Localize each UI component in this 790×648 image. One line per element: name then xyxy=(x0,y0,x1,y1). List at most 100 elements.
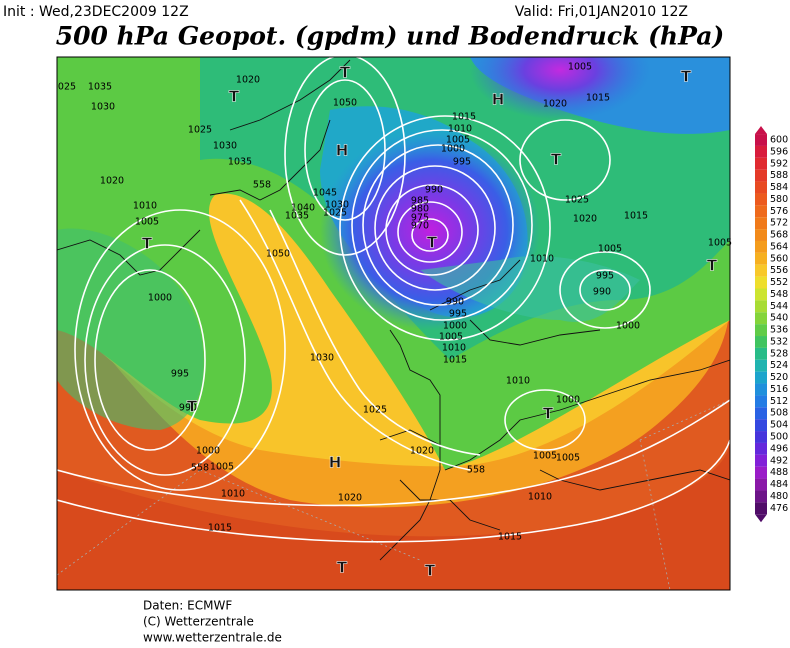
scale-step xyxy=(755,252,767,265)
scale-step xyxy=(755,419,767,432)
map-labels: 1035103002510251020103010351020101010051… xyxy=(58,62,732,580)
scale-step xyxy=(755,217,767,230)
isobar-label: 558 xyxy=(467,465,485,476)
pressure-center: T xyxy=(142,235,153,253)
isobar-label: 1005 xyxy=(568,62,592,73)
scale-label: 504 xyxy=(770,420,788,431)
isobar-label: 558 xyxy=(191,463,209,474)
scale-label: 544 xyxy=(770,301,788,312)
scale-step xyxy=(755,169,767,182)
scale-label: 500 xyxy=(770,432,788,443)
isobar-label: 995 xyxy=(449,309,467,320)
pressure-center: T xyxy=(340,64,351,82)
isobar-label: 1000 xyxy=(148,293,172,304)
pressure-center: T xyxy=(543,405,554,423)
color-scale: 6005965925885845805765725685645605565525… xyxy=(755,126,788,523)
isobar-label: 975 xyxy=(411,213,429,224)
isobar-label: 558 xyxy=(253,180,271,191)
scale-step xyxy=(755,466,767,479)
scale-label: 484 xyxy=(770,479,788,490)
footer-url: www.wetterzentrale.de xyxy=(143,631,282,645)
scale-step xyxy=(755,407,767,420)
scale-label: 548 xyxy=(770,289,788,300)
isobar-label: 025 xyxy=(58,82,76,93)
scale-step xyxy=(755,454,767,467)
pressure-center: T xyxy=(707,257,718,275)
isobar-label: 1020 xyxy=(410,446,434,457)
scale-step xyxy=(755,288,767,301)
isobar-label: 1000 xyxy=(441,144,465,155)
pressure-center: H xyxy=(336,142,349,160)
scale-label: 476 xyxy=(770,503,788,514)
isobar-label: 1030 xyxy=(91,102,115,113)
scale-step xyxy=(755,347,767,360)
scale-label: 568 xyxy=(770,230,788,241)
scale-label: 524 xyxy=(770,360,788,371)
isobar-label: 1050 xyxy=(333,98,357,109)
isobar-label: 1015 xyxy=(452,112,476,123)
isobar-label: 1015 xyxy=(624,211,648,222)
scale-label: 580 xyxy=(770,194,788,205)
footer-source: Daten: ECMWF xyxy=(143,599,232,613)
scale-step xyxy=(755,395,767,408)
isobar-label: 1010 xyxy=(221,489,245,500)
pressure-center: T xyxy=(229,88,240,106)
scale-label: 592 xyxy=(770,158,788,169)
scale-step xyxy=(755,193,767,206)
scale-label: 540 xyxy=(770,313,788,324)
pressure-center: H xyxy=(329,454,342,472)
scale-label: 552 xyxy=(770,277,788,288)
isobar-label: 1015 xyxy=(498,532,522,543)
isobars xyxy=(57,57,730,543)
scale-label: 560 xyxy=(770,253,788,264)
scale-label: 576 xyxy=(770,206,788,217)
scale-label: 520 xyxy=(770,372,788,383)
isobar-label: 1005 xyxy=(210,462,234,473)
pressure-center: T xyxy=(551,151,562,169)
isobar-label: 1005 xyxy=(439,332,463,343)
scale-step xyxy=(755,181,767,194)
scale-step xyxy=(755,276,767,289)
scale-label: 556 xyxy=(770,265,788,276)
map-frame xyxy=(56,56,731,591)
isobar-label: 1050 xyxy=(266,249,290,260)
isobar-label: 1005 xyxy=(446,135,470,146)
scale-step xyxy=(755,490,767,503)
field-scand xyxy=(420,256,640,322)
scale-label: 488 xyxy=(770,467,788,478)
scale-label: 564 xyxy=(770,241,788,252)
isobar-label: 1040 xyxy=(291,203,315,214)
scale-step xyxy=(755,157,767,170)
scale-tip-top xyxy=(755,126,767,135)
scale-label: 508 xyxy=(770,408,788,419)
isobar-label: 1000 xyxy=(616,321,640,332)
scale-label: 572 xyxy=(770,218,788,229)
isobar-label: 1020 xyxy=(543,99,567,110)
isobar-label: 1025 xyxy=(188,125,212,136)
scale-step xyxy=(755,312,767,325)
pressure-center: T xyxy=(681,68,692,86)
isobar-label: 1005 xyxy=(708,238,732,249)
isobar-label: 1025 xyxy=(363,405,387,416)
scale-step xyxy=(755,431,767,443)
scale-step xyxy=(755,205,767,218)
isobar-label: 995 xyxy=(171,369,189,380)
scale-label: 496 xyxy=(770,443,788,454)
scale-step xyxy=(755,359,767,372)
scale-step xyxy=(755,264,767,277)
scale-step xyxy=(755,442,767,455)
isobar-label: 1005 xyxy=(556,453,580,464)
isobar-label: 990 xyxy=(593,287,611,298)
isobar-label: 990 xyxy=(425,185,443,196)
field-warm xyxy=(57,440,730,590)
footer-copyright: (C) Wetterzentrale xyxy=(143,615,254,629)
init-time: Init : Wed,23DEC2009 12Z xyxy=(3,4,189,20)
scale-label: 536 xyxy=(770,325,788,336)
isobar-label: 995 xyxy=(596,271,614,282)
scale-label: 600 xyxy=(770,135,788,146)
scale-step xyxy=(755,383,767,396)
valid-time: Valid: Fri,01JAN2010 12Z xyxy=(515,4,688,20)
pressure-center: T xyxy=(427,234,438,252)
scale-label: 528 xyxy=(770,348,788,359)
isobar-label: 1020 xyxy=(236,75,260,86)
